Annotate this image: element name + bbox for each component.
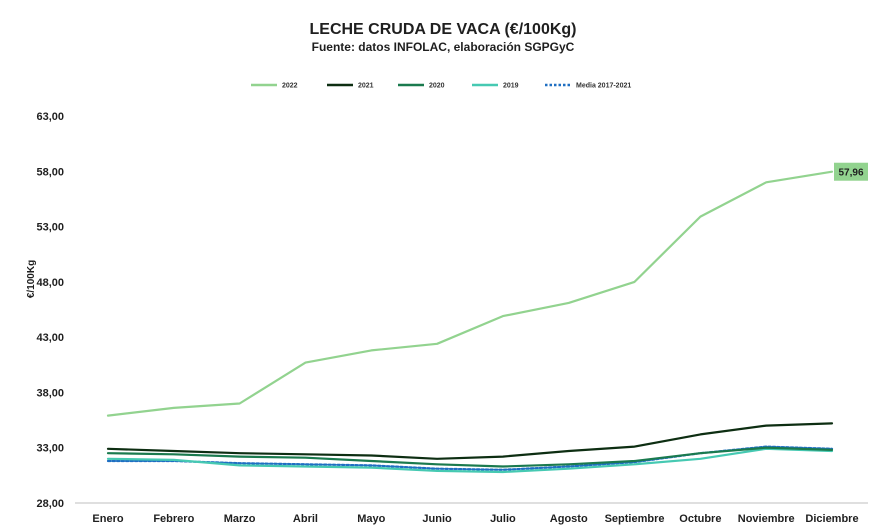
legend-label: 2019 (503, 83, 519, 90)
y-tick-label: 48,00 (36, 277, 64, 289)
x-tick-label: Abril (293, 513, 318, 525)
legend-label: 2020 (429, 83, 445, 90)
series-line (106, 422, 834, 460)
y-tick-label: 38,00 (36, 387, 64, 399)
x-tick-label: Julio (490, 513, 516, 525)
x-axis-ticks: Enero Febrero Marzo Abril Mayo Junio Julio Agos… (92, 513, 858, 525)
legend: 2022 2021 2020 2019 Media 2017-2021 (251, 83, 631, 90)
x-tick-label: Diciembre (805, 513, 858, 525)
legend-label: 2021 (358, 83, 374, 90)
y-tick-label: 53,00 (36, 222, 64, 234)
annotations-group: 57,96 (834, 162, 868, 181)
x-tick-label: Noviembre (738, 513, 795, 525)
y-tick-label: 33,00 (36, 443, 64, 455)
y-axis-ticks: 28,00 33,00 38,00 43,00 48,00 53,00 58,00 63,00 (36, 111, 64, 510)
y-axis-label: €/100Kg (26, 260, 37, 298)
x-tick-label: Marzo (224, 513, 256, 525)
x-tick-label: Mayo (357, 513, 385, 525)
x-tick-label: Octubre (679, 513, 721, 525)
x-tick-label: Febrero (153, 513, 194, 525)
y-tick-label: 28,00 (36, 498, 64, 510)
series-line (106, 170, 834, 417)
y-tick-label: 43,00 (36, 332, 64, 344)
legend-label: Media 2017-2021 (576, 83, 631, 90)
data-label: 57,96 (838, 168, 863, 179)
y-tick-label: 63,00 (36, 111, 64, 123)
series-line (106, 446, 834, 468)
data-label-box (834, 162, 868, 181)
x-tick-label: Agosto (550, 513, 588, 525)
y-tick-label: 58,00 (36, 166, 64, 178)
x-tick-label: Septiembre (605, 513, 665, 525)
x-tick-label: Junio (422, 513, 452, 525)
series-line (106, 447, 834, 474)
chart-subtitle: Fuente: datos INFOLAC, elaboración SGPGy… (312, 40, 575, 54)
series-group (106, 170, 834, 474)
chart-title: LECHE CRUDA DE VACA (€/100Kg) (310, 21, 577, 38)
legend-label: 2022 (282, 83, 298, 90)
x-tick-label: Enero (92, 513, 123, 525)
